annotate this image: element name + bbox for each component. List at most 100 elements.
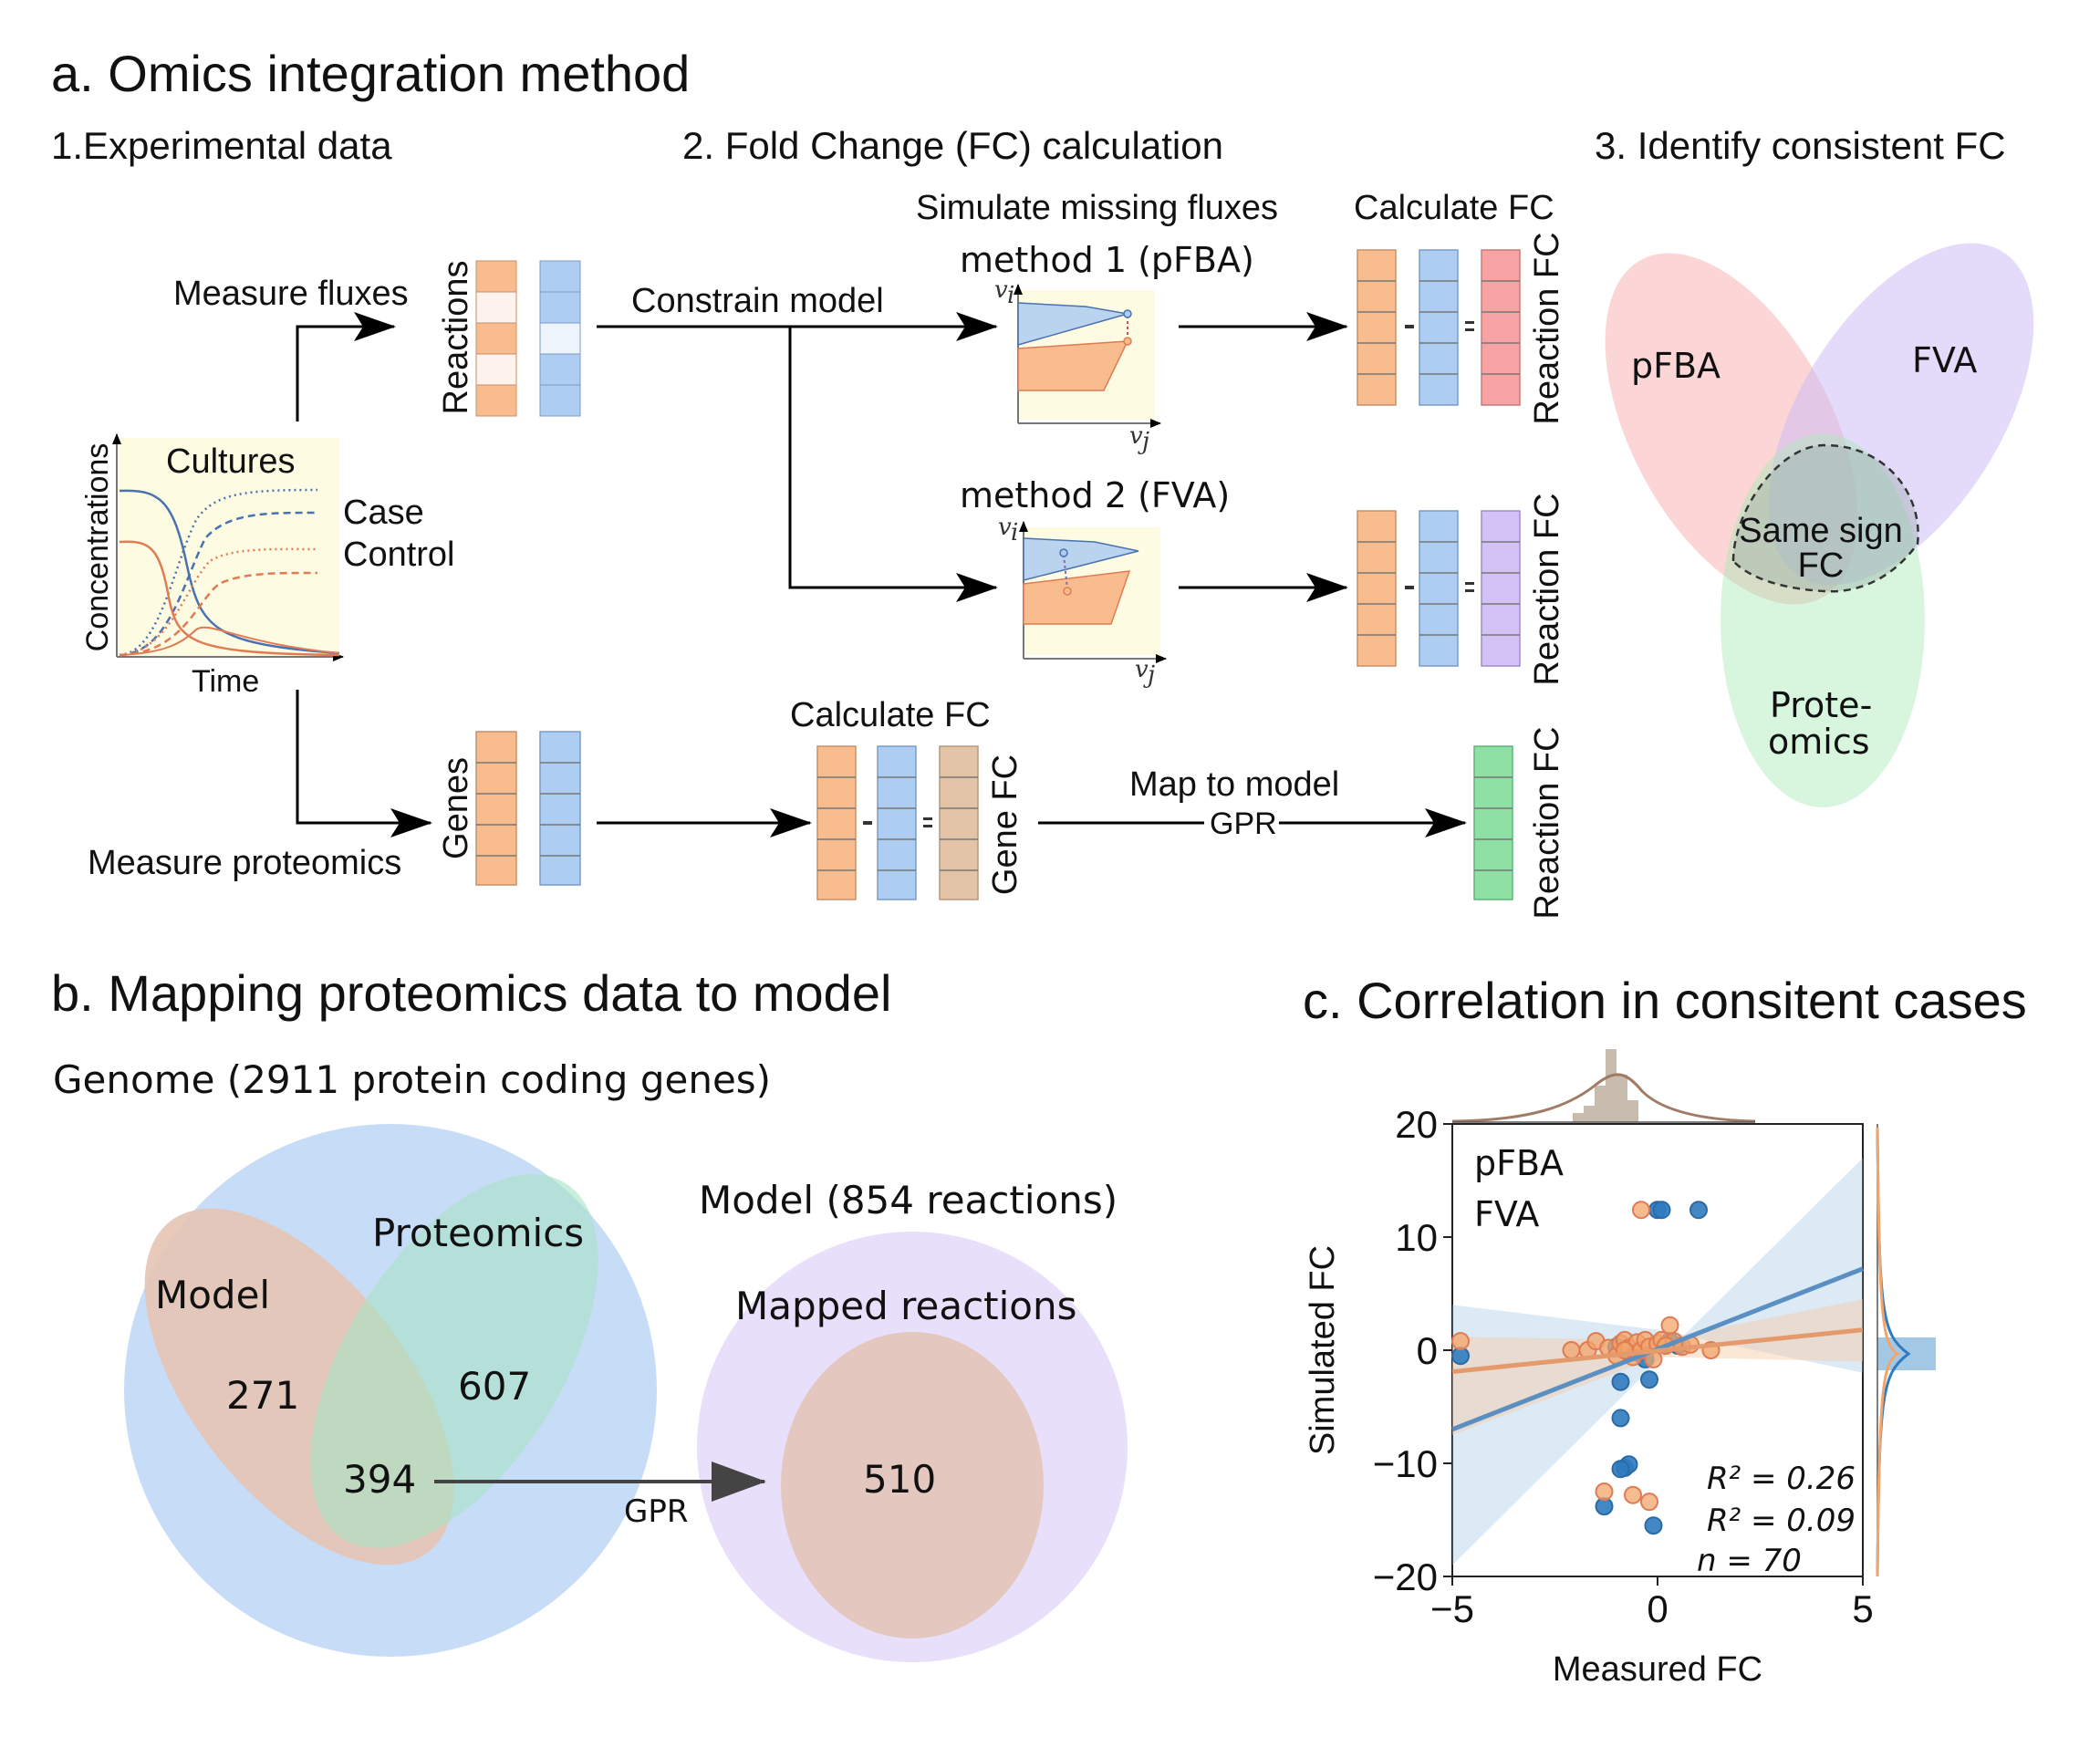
gene-fc-label: Gene FC [986, 754, 1024, 895]
method-2-label: method 2 (FVA) [960, 475, 1230, 515]
fva-confidence-band [1452, 1299, 1863, 1435]
pfba-point [1644, 1516, 1663, 1535]
y-tick-label: −20 [1373, 1555, 1438, 1598]
mapped-reactions-ellipse [781, 1332, 1044, 1638]
venn-fva-set [1768, 243, 2034, 586]
constrain-model-branch-arrow [788, 327, 998, 602]
panel-c: c. Correlation in consitent cases −5 0 5 20… [1303, 972, 2027, 1689]
fva-point [1624, 1485, 1642, 1504]
reaction-fc-label-2: Reaction FC [1528, 493, 1566, 685]
x-axis-title: Measured FC [1553, 1650, 1762, 1689]
case-legend: Case [343, 494, 424, 532]
control-legend: Control [343, 536, 455, 574]
vj-axis-label-1: v [1129, 422, 1143, 450]
calculate-fc-label: Calculate FC [1354, 189, 1554, 227]
y-tick-label: −10 [1373, 1442, 1438, 1485]
venn-pfba-label: pFBA [1631, 346, 1721, 386]
reactions-label: Reactions [437, 261, 475, 415]
pfba-point [1611, 1409, 1630, 1428]
vi-axis-label-2: v [998, 514, 1012, 541]
pfba-point [1689, 1201, 1708, 1220]
pfba-point [1640, 1370, 1658, 1389]
mapped-count: 510 [863, 1457, 936, 1502]
concentrations-axis-label: Concentrations [80, 443, 115, 652]
fva-point [1451, 1332, 1470, 1351]
legend-fva: FVA [1474, 1194, 1539, 1234]
fva-point [1640, 1493, 1658, 1512]
measure-proteomics-label: Measure proteomics [88, 844, 401, 882]
step-3-title: 3. Identify consistent FC [1595, 124, 2006, 167]
case-decay-curve [119, 540, 340, 657]
gpr-label-a: GPR [1210, 806, 1277, 841]
venn-proteomics-set [1721, 433, 1925, 807]
fva-point [1632, 1201, 1650, 1220]
panel-a: a. Omics integration method 1.Experiment… [51, 45, 2034, 920]
r2-pfba-label: R² = 0.26 [1707, 1461, 1856, 1497]
fva-point [1660, 1316, 1679, 1335]
cultures-plot-background [117, 438, 339, 657]
measured-genes-vectors: Genes [437, 731, 581, 886]
panel-b: b. Mapping proteomics data to model Geno… [51, 964, 1128, 1662]
y-tick-label: 0 [1417, 1329, 1438, 1372]
measure-fluxes-label: Measure fluxes [173, 275, 409, 313]
model-only-count: 271 [226, 1373, 299, 1418]
same-sign-label-1: Same sign [1739, 512, 1903, 550]
vi-axis-subscript-2: i [1011, 519, 1018, 546]
proteomics-reaction-fc-vector: Reaction FC [1473, 726, 1566, 920]
measured-reactions-vectors: Reactions [437, 260, 581, 417]
venn-fva-label: FVA [1912, 340, 1977, 380]
x-tick-label: 0 [1647, 1587, 1668, 1630]
method-1-label: method 1 (pFBA) [960, 240, 1254, 280]
fva-fc-vectors: Reaction FC [1357, 493, 1566, 686]
model-reactions-label: Model (854 reactions) [699, 1178, 1118, 1222]
proteomics-label: Proteomics [372, 1211, 584, 1255]
top-marginal-histogram [1451, 1049, 1756, 1123]
y-tick-label: 10 [1395, 1216, 1438, 1259]
gene-fc-vectors: Gene FC [816, 745, 1024, 900]
simulate-missing-label: Simulate missing fluxes [916, 189, 1278, 227]
reaction-fc-label-3: Reaction FC [1528, 726, 1566, 919]
vi-axis-label-1: v [994, 276, 1008, 304]
vj-axis-label-2: v [1135, 656, 1149, 683]
fva-point [1562, 1341, 1581, 1359]
proteomics-only-count: 607 [458, 1364, 531, 1409]
pfba-point [1611, 1372, 1630, 1391]
cultures-label: Cultures [166, 442, 296, 481]
genome-label: Genome (2911 protein coding genes) [53, 1057, 771, 1102]
y-tick-label: 20 [1395, 1103, 1438, 1146]
r2-fva-label: R² = 0.09 [1707, 1503, 1856, 1539]
y-axis-title: Simulated FC [1304, 1245, 1342, 1455]
venn-proteomics-label-2: omics [1768, 722, 1870, 762]
same-sign-region [1731, 443, 1919, 593]
mapped-reactions-label: Mapped reactions [735, 1284, 1077, 1328]
fva-regression-line [1451, 1327, 1864, 1375]
legend-pfba: pFBA [1474, 1143, 1564, 1183]
calculate-fc-label-2: Calculate FC [790, 696, 991, 734]
same-sign-label-2: FC [1798, 546, 1845, 585]
consistent-fc-venn: pFBA FVA Prote- omics Same sign FC [1605, 243, 2034, 807]
map-to-model-label: Map to model [1129, 765, 1339, 804]
gpr-label-b: GPR [624, 1493, 688, 1530]
panel-a-title: a. Omics integration method [51, 45, 690, 102]
n-label: n = 70 [1697, 1543, 1802, 1579]
pfba-point [1652, 1201, 1671, 1220]
step-1-title: 1.Experimental data [51, 124, 392, 167]
pfba-point [1611, 1460, 1630, 1479]
x-tick-label: −5 [1430, 1587, 1474, 1630]
reaction-fc-label-1: Reaction FC [1528, 232, 1566, 424]
venn-proteomics-label-1: Prote- [1770, 685, 1872, 725]
proteomics-ellipse [310, 1174, 598, 1548]
measure-fluxes-arrow [296, 312, 396, 421]
vi-axis-subscript-1: i [1007, 282, 1014, 309]
scatter-plot: −5 0 5 20 10 0 −10 −20 [1373, 1103, 1874, 1630]
fva-point [1595, 1482, 1614, 1501]
panel-b-title: b. Mapping proteomics data to model [51, 964, 891, 1022]
case-transient-curve [119, 626, 340, 656]
pfba-flux-space-plot: v i v j [994, 276, 1161, 455]
fva-flux-space-plot: v i v j [998, 514, 1167, 689]
pfba-fc-vectors: Reaction FC [1357, 232, 1566, 425]
genes-label: Genes [437, 757, 475, 859]
measure-proteomics-arrow [296, 690, 432, 837]
model-label: Model [155, 1273, 270, 1317]
overlap-count: 394 [343, 1457, 416, 1502]
